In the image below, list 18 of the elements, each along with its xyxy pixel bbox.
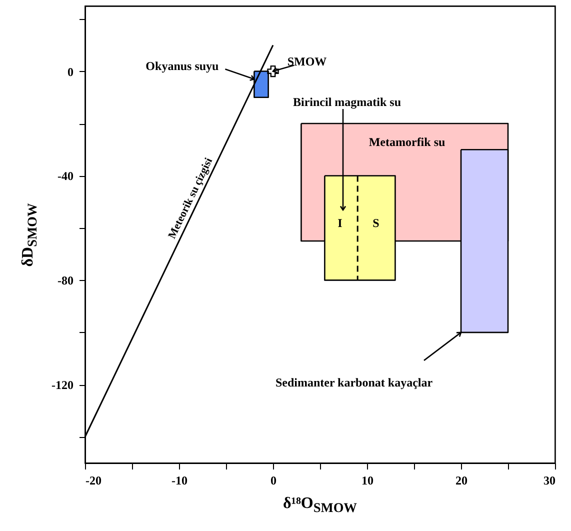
x-tick-label: 30 <box>544 474 556 488</box>
x-tick-label: 10 <box>362 474 374 488</box>
y-tick-label: 0 <box>68 64 74 79</box>
annotation: S <box>372 216 380 230</box>
y-tick-label: -120 <box>52 378 74 392</box>
annotation: SMOW <box>287 54 327 68</box>
annotation: I <box>338 216 343 230</box>
annotation: Okyanus suyu <box>146 59 220 74</box>
annotation: Metamorfik su <box>368 135 446 149</box>
x-tick-label: -10 <box>172 474 188 488</box>
y-tick-label: -40 <box>58 169 74 184</box>
annotation: Sedimanter karbonat kayaçlar <box>275 375 434 390</box>
annotation: Birincil magmatik su <box>292 95 402 109</box>
x-tick-label: 0 <box>270 474 276 488</box>
x-tick-label: 20 <box>456 474 468 488</box>
x-axis-title: δ¹⁸O$_{SMOW}$ <box>282 495 358 516</box>
y-tick-label: -80 <box>58 274 74 288</box>
x-tick-label: -20 <box>86 474 102 488</box>
